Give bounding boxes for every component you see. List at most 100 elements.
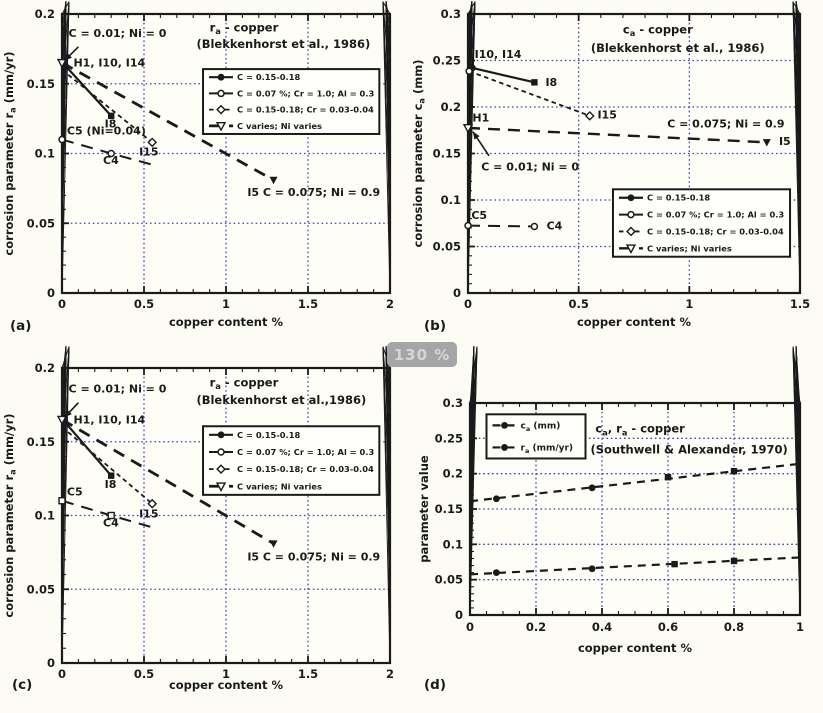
legend-label: C = 0.15-0.18: [237, 72, 300, 82]
y-tick-label: 0.15: [27, 77, 55, 91]
x-tick-label: 2: [386, 297, 394, 311]
y-tick-label: 0.2: [441, 100, 461, 114]
x-axis-title: copper content %: [577, 315, 692, 329]
annotation-label: H1: [472, 111, 489, 124]
data-marker-square-open: [107, 511, 115, 520]
axis-tick: [382, 1, 391, 84]
subplot-d-ca-ra-copper-southwell: ca (mm) ra (mm/yr) ca, ra - copper (Southwe…: [410, 345, 823, 713]
data-marker-circle-open: [464, 221, 472, 230]
axis-tick: [792, 1, 801, 154]
axis-tick: [382, 1, 391, 154]
annotation-label: C = 0.075; Ni = 0.9: [667, 117, 784, 130]
legend-label: C = 0.15-0.18; Cr = 0.03-0.04: [237, 464, 374, 474]
series-line: [61, 61, 275, 182]
panel-label: (c): [12, 677, 32, 693]
legend-box: [611, 188, 792, 258]
axis-tick: [792, 346, 801, 439]
x-tick-label: 0.8: [724, 620, 744, 634]
data-marker-circle-open: [58, 135, 66, 144]
y-axis-title: corrosion parameter ra (mm/yr): [2, 413, 18, 617]
subplot-b-ca-copper-blekkenhorst: I10, I14 I8 H1 C = 0.01; Ni = 0 I15 C = 0.075…: [410, 0, 823, 345]
annotation-label: C = 0.01; Ni = 0: [69, 27, 167, 40]
axis-tick: [61, 346, 70, 590]
y-tick-label: 0.25: [433, 54, 461, 68]
y-tick-label: 0: [47, 656, 55, 670]
legend-label: C varies; Ni varies: [237, 481, 322, 491]
y-tick-label: 0.05: [27, 582, 55, 596]
x-tick-label: 1: [222, 667, 230, 681]
y-tick-label: 0.1: [35, 509, 55, 523]
panel-label: (b): [424, 318, 446, 334]
chart-title: (Blekkenhorst et al.,1986): [196, 393, 366, 407]
data-marker-circle-filled: [493, 495, 500, 503]
legend-box: [485, 413, 587, 460]
x-axis-title: copper content %: [578, 641, 693, 655]
legend-label: ra (mm/yr): [521, 443, 574, 455]
plot-frame: [60, 366, 392, 665]
chart-canvas-b: I10, I14 I8 H1 C = 0.01; Ni = 0 I15 C = 0.075…: [411, 1, 810, 334]
data-marker-triangle-open: [462, 124, 474, 134]
x-tick-label: 0.2: [526, 620, 546, 634]
data-marker-diamond-open: [147, 498, 158, 509]
axis-tick: [61, 346, 70, 516]
annotation-arrowhead: [64, 53, 72, 61]
chart-canvas-c: C = 0.01; Ni = 0 H1, I10, I14 I8 C5 C4 I15 I5 …: [2, 346, 394, 693]
annotation-label: C4: [547, 219, 563, 232]
y-tick-label: 0: [455, 608, 463, 622]
plot-frame: [60, 12, 392, 295]
annotation-label: I5 C = 0.075; Ni = 0.9: [247, 550, 380, 563]
annotation-label: I8: [105, 478, 117, 491]
data-marker-square-filled: [730, 467, 738, 475]
data-marker-circle-open: [107, 149, 115, 158]
annotation-label: I15: [139, 508, 158, 521]
chart-title: (Blekkenhorst et al., 1986): [591, 41, 765, 55]
annotation-label: C = 0.01; Ni = 0: [69, 382, 167, 395]
legend-label: C = 0.15-0.18: [237, 430, 300, 440]
annotation-label: I5 C = 0.075; Ni = 0.9: [247, 186, 380, 199]
annotation-label: I10, I14: [475, 48, 522, 61]
data-marker-triangle-open: [625, 244, 637, 254]
legend-box: [202, 425, 381, 496]
annotation-label: I5: [779, 135, 791, 148]
legend-label: ca (mm): [521, 421, 561, 433]
chart-title: ca - copper: [623, 23, 693, 39]
y-tick-label: 0.05: [433, 240, 461, 254]
y-tick-label: 0.1: [441, 193, 461, 207]
annotation-arrowhead: [472, 131, 480, 140]
axis-tick: [792, 1, 801, 15]
data-marker-circle-filled: [627, 194, 635, 202]
annotation-label: I8: [545, 76, 557, 89]
annotation-label: C4: [103, 154, 119, 167]
zoom-level-badge: 130 %: [387, 342, 457, 367]
x-tick-label: 0.4: [592, 620, 612, 634]
data-marker-square-filled: [531, 79, 538, 86]
y-tick-label: 0.15: [27, 435, 55, 449]
data-marker-circle-open: [217, 89, 225, 98]
x-tick-label: 1: [685, 297, 693, 311]
axis-tick: [792, 1, 801, 61]
chart-title: ra - copper: [210, 375, 279, 391]
series-line: [472, 66, 535, 84]
chart-title: ra - copper: [210, 20, 279, 36]
data-marker-triangle-filled: [762, 139, 771, 147]
annotation-label: C5 (Ni=0.04): [67, 125, 146, 138]
x-tick-label: 1: [222, 297, 230, 311]
y-tick-label: 0.2: [443, 467, 463, 481]
chart-canvas-d: ca (mm) ra (mm/yr) ca, ra - copper (Southwe…: [417, 346, 804, 693]
legend-box: [202, 68, 381, 135]
subplot-a-ra-copper-blekkenhorst: C = 0.01; Ni = 0 H1, I10, I14 I8 C5 (Ni=0.0…: [0, 0, 410, 345]
axis-tick: [469, 346, 478, 404]
data-marker-circle-filled: [588, 484, 596, 492]
series-line: [467, 224, 535, 228]
chart-title: (Blekkenhorst et al., 1986): [196, 37, 370, 51]
y-tick-label: 0.3: [443, 396, 463, 410]
series-line: [61, 426, 153, 505]
plot-frame: [468, 401, 802, 617]
axis-tick: [382, 346, 391, 442]
legend-label: C = 0.07 %; Cr = 1.0; Al = 0.3: [647, 210, 784, 220]
annotation-label: C = 0.01; Ni = 0: [481, 161, 579, 174]
data-marker-circle-filled: [493, 569, 500, 576]
legend-label: C = 0.07 %; Cr = 1.0; Al = 0.3: [237, 88, 374, 98]
data-marker-circle-open: [627, 210, 635, 219]
